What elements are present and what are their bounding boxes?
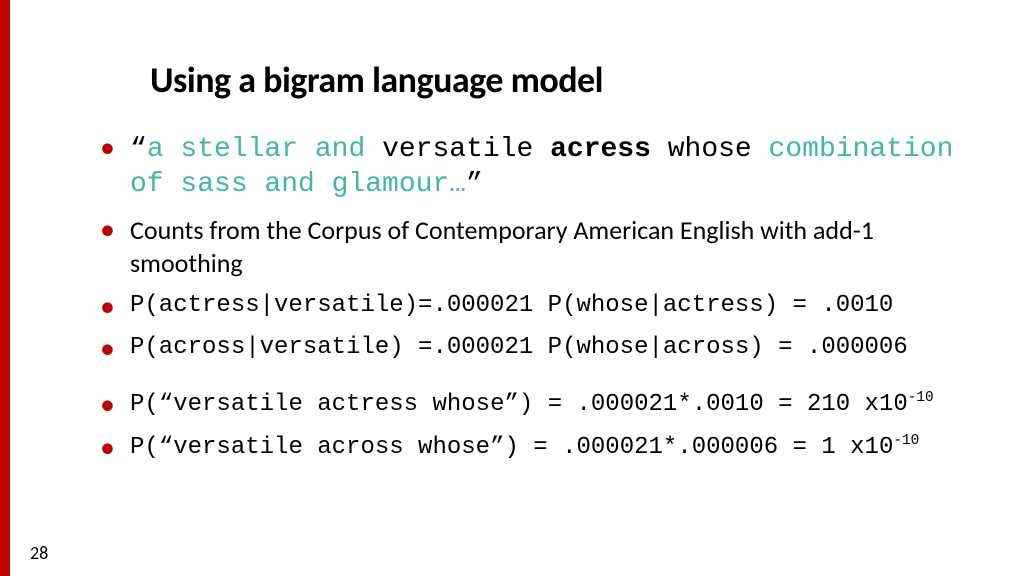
bullet-5: P(“versatile actress whose”) = .000021*.… <box>100 389 974 420</box>
seg-versatile: versatile <box>382 134 550 165</box>
b6-q2: ” <box>490 434 504 461</box>
quote-open: “ <box>130 134 147 165</box>
bullet-2-text: Counts from the Corpus of Contemporary A… <box>130 214 874 279</box>
bullet-6: P(“versatile across whose”) = .000021*.0… <box>100 432 974 463</box>
slide-content: Using a bigram language model “a stellar… <box>10 0 1024 475</box>
bullet-3: P(actress|versatile)=.000021 P(whose|act… <box>100 291 974 321</box>
accent-bar <box>0 0 10 576</box>
b6-sup: -10 <box>893 433 919 449</box>
page-number: 28 <box>30 542 48 564</box>
seg-stellar: a stellar and <box>147 134 382 165</box>
b5-mid: versatile actress whose <box>173 391 504 418</box>
bullet-4: P(across|versatile) =.000021 P(whose|acr… <box>100 333 974 363</box>
quote-close: ” <box>466 169 483 200</box>
bullet-4-text: P(across|versatile) =.000021 P(whose|acr… <box>130 334 908 361</box>
seg-acress: acress <box>550 134 651 165</box>
b5-eq: ) = .000021*.0010 = 210 x10 <box>519 391 908 418</box>
b6-eq: ) = .000021*.000006 = 1 x10 <box>504 434 893 461</box>
b5-q1: “ <box>159 391 173 418</box>
b6-pre: P( <box>130 434 159 461</box>
seg-whose: whose <box>651 134 769 165</box>
b5-pre: P( <box>130 391 159 418</box>
b5-q2: ” <box>504 391 518 418</box>
b5-sup: -10 <box>908 390 934 406</box>
bullet-list: “a stellar and versatile acress whose co… <box>100 132 974 463</box>
bullet-2: Counts from the Corpus of Contemporary A… <box>100 214 974 279</box>
bullet-3-text: P(actress|versatile)=.000021 P(whose|act… <box>130 292 893 319</box>
b6-mid: versatile across whose <box>173 434 490 461</box>
gap <box>100 363 974 389</box>
slide-title: Using a bigram language model <box>150 58 974 102</box>
bullet-1: “a stellar and versatile acress whose co… <box>100 132 974 202</box>
b6-q1: “ <box>159 434 173 461</box>
